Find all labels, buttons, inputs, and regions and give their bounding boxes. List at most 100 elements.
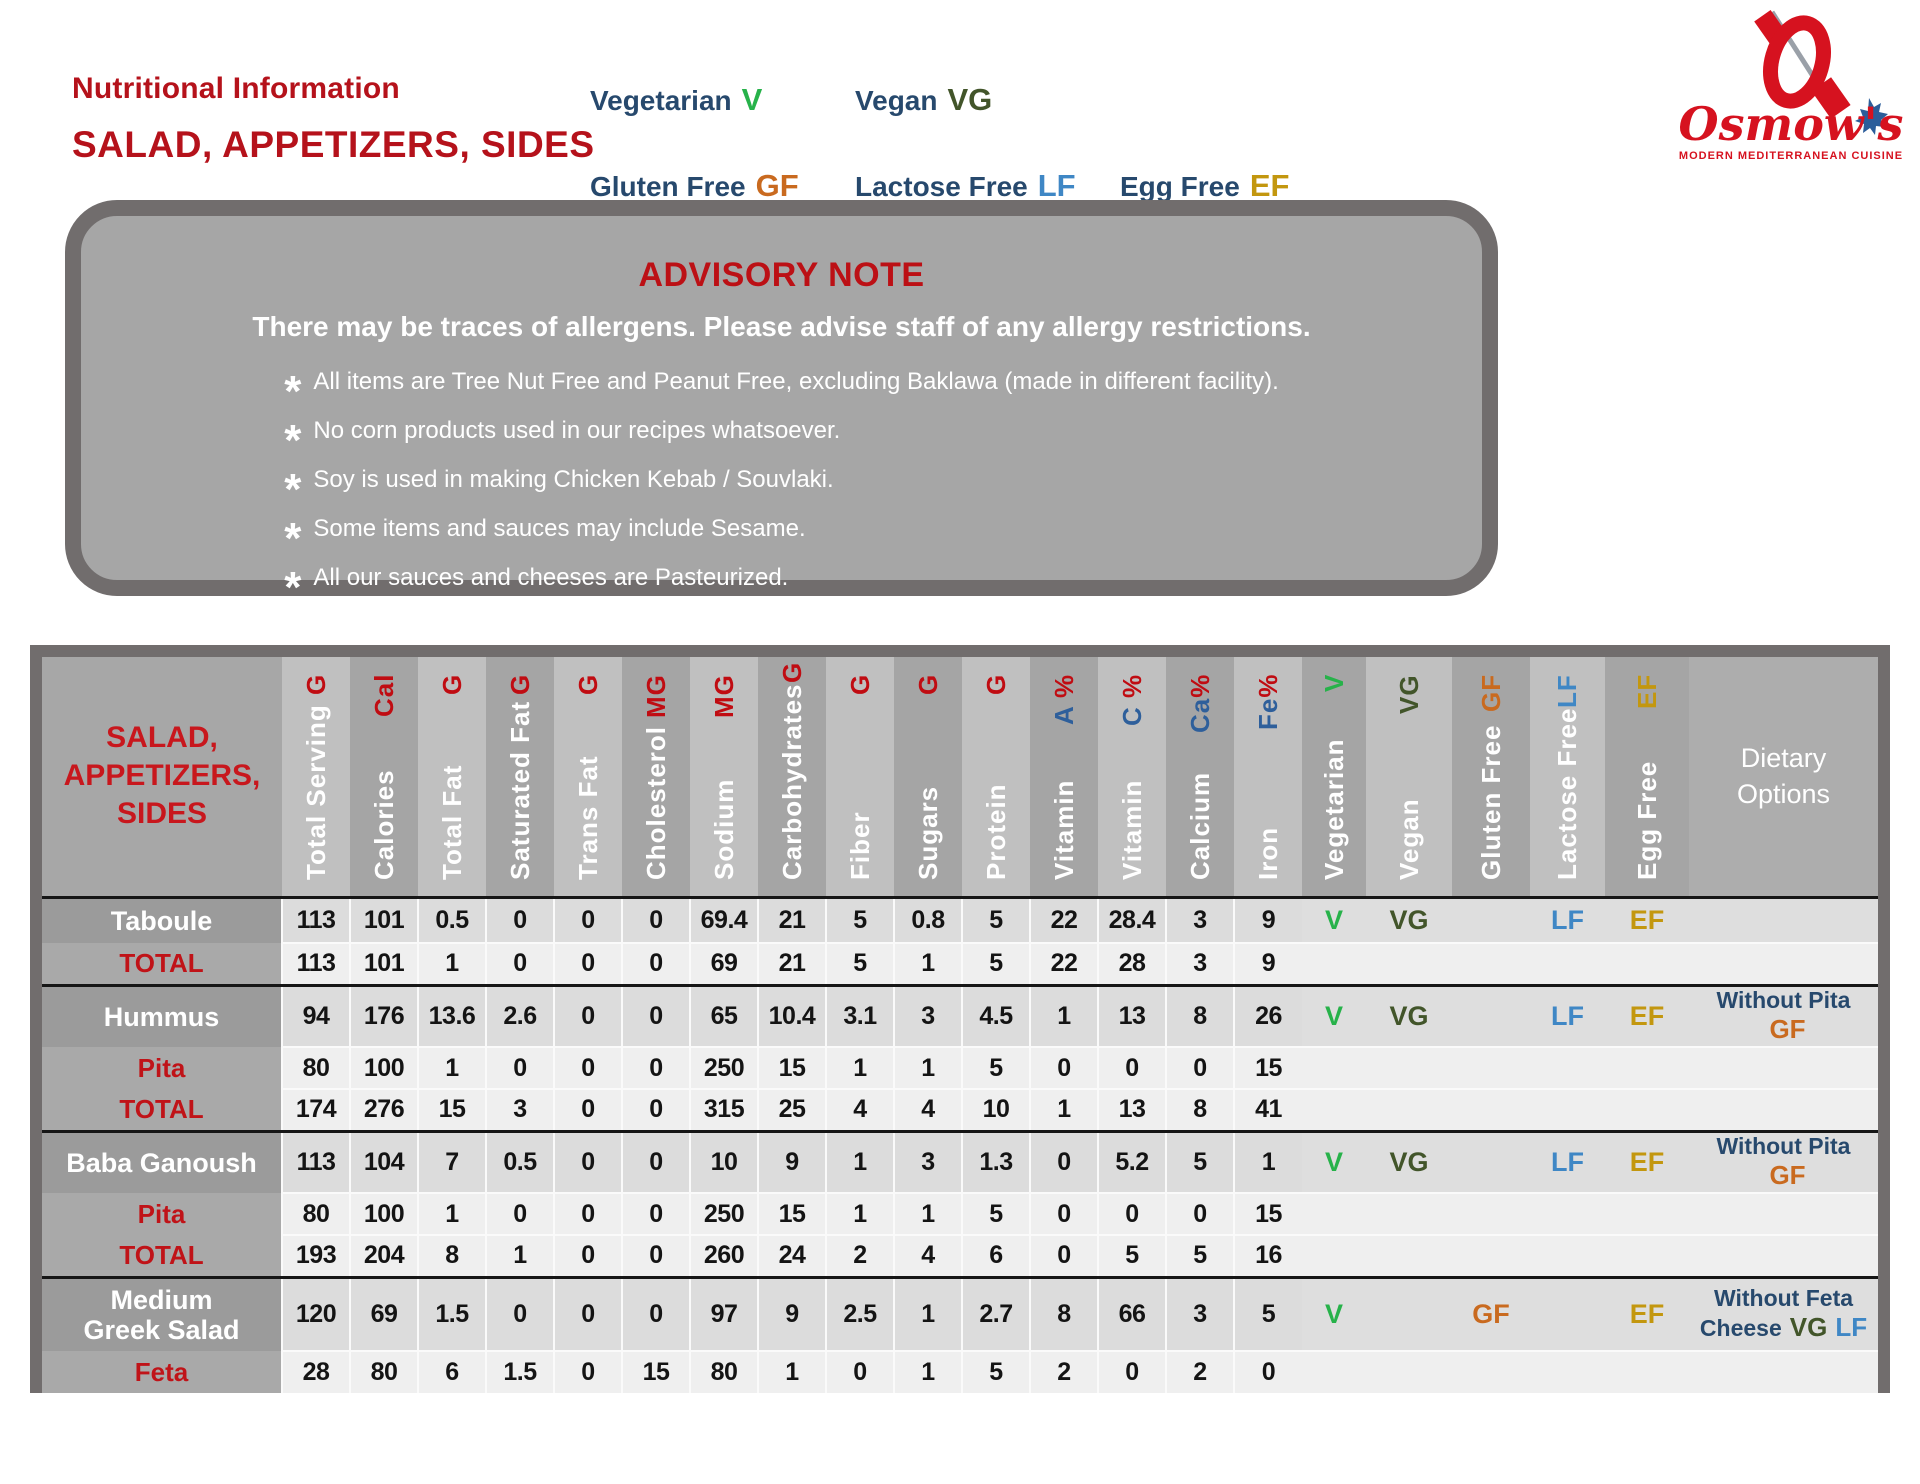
- value-cell-sugars: 4: [893, 1234, 962, 1277]
- value-cell-fiber: 4: [825, 1088, 894, 1131]
- advisory-bullet-text: All items are Tree Nut Free and Peanut F…: [313, 367, 1279, 395]
- advisory-bullets: * All items are Tree Nut Free and Peanut …: [284, 357, 1279, 610]
- column-header-calories: Calories Cal: [350, 657, 418, 899]
- value-cell-sodium: 97: [689, 1275, 758, 1351]
- flag-ef: EF: [1629, 1146, 1665, 1177]
- dietary-code-gf: GF: [1769, 1014, 1806, 1045]
- table-row-total: TOTAL 113 101 1 0 0 0 69 21 5 1 5 22 28 3 9: [42, 942, 1878, 985]
- value-cell-vitamin: 1: [1029, 1088, 1098, 1131]
- unit-percent: %: [1048, 673, 1079, 698]
- asterisk-icon: *: [284, 513, 302, 563]
- value-cell-sugars: 3: [893, 983, 962, 1047]
- advisory-bullet-1: * All items are Tree Nut Free and Peanut …: [284, 357, 1279, 414]
- flag-cell-ef: [1605, 1192, 1689, 1235]
- table-row-hummus: Hummus 94 176 13.6 2.6 0 0 65 10.4 3.1 3 4.5 1 13 8 26 V…: [42, 983, 1878, 1047]
- value-cell-cholesterol: 0: [621, 1088, 690, 1131]
- value-cell-total-fat: 8: [417, 1234, 486, 1277]
- column-unit: G: [912, 673, 943, 695]
- value-cell-trans-fat: 0: [553, 1088, 622, 1131]
- section-title: SALAD, APPETIZERS, SIDES: [72, 124, 595, 165]
- item-name-cell: TOTAL: [42, 1089, 282, 1131]
- item-name-cell: Taboule: [42, 895, 282, 943]
- value-cell-vitamin: 0: [1029, 1192, 1098, 1235]
- dietary-code-lf: LF: [1835, 1312, 1868, 1343]
- column-label: Calories: [368, 768, 399, 880]
- column-label: Egg Free: [1631, 760, 1662, 880]
- flag-v: V: [1324, 1146, 1343, 1177]
- value-cell-sodium: 250: [689, 1046, 758, 1089]
- value-cell-vitamin: 5: [1097, 1234, 1166, 1277]
- flag-cell-v: [1302, 1234, 1366, 1277]
- nutrition-table: SALAD, APPETIZERS, SIDES Total Serving G Calo…: [42, 657, 1878, 1393]
- flag-v: V: [1324, 904, 1343, 935]
- table-corner-title: SALAD, APPETIZERS, SIDES: [42, 657, 282, 899]
- advisory-bullet-text: Soy is used in making Chicken Kebab / So…: [313, 465, 834, 493]
- value-cell-total-serving: 113: [281, 942, 350, 985]
- flag-cell-vg: [1366, 1088, 1452, 1131]
- value-cell-calcium: 5: [1165, 1129, 1234, 1193]
- flag-cell-v: V: [1302, 1129, 1366, 1193]
- legend-code: GF: [755, 168, 799, 203]
- dietary-header-line: Dietary: [1740, 743, 1827, 774]
- value-cell-total-serving: 94: [281, 983, 350, 1047]
- column-unit: C %: [1117, 674, 1148, 726]
- item-name-cell: Medium Greek Salad: [42, 1275, 282, 1351]
- flag-cell-vg: [1366, 1192, 1452, 1235]
- table-row-total: TOTAL 174 276 15 3 0 0 315 25 4 4 10 1 13 8 41: [42, 1088, 1878, 1131]
- value-cell-total-serving: 113: [281, 895, 350, 943]
- column-unit: MG: [640, 673, 671, 718]
- corner-title-line: SIDES: [116, 797, 208, 831]
- flag-cell-lf: [1530, 1088, 1605, 1131]
- flag-cell-gf: [1452, 895, 1530, 943]
- dietary-text-line1: Without Feta: [1713, 1285, 1854, 1312]
- corner-title-line: APPETIZERS,: [63, 759, 261, 793]
- value-cell-vitamin: 8: [1029, 1275, 1098, 1351]
- legend-item-vegetarian: Vegetarian V: [590, 82, 855, 118]
- column-unit: G: [300, 673, 331, 695]
- column-unit: G: [776, 661, 807, 683]
- value-cell-fiber: 1: [825, 1046, 894, 1089]
- value-cell-iron: 16: [1233, 1234, 1302, 1277]
- flag-cell-gf: [1452, 1129, 1530, 1193]
- value-cell-protein: 4.5: [961, 983, 1030, 1047]
- advisory-bullet-text: No corn products used in our recipes wha…: [313, 416, 841, 444]
- dietary-text-line1: Without Pita: [1716, 987, 1851, 1014]
- value-cell-cholesterol: 15: [621, 1350, 690, 1393]
- value-cell-calories: 101: [349, 942, 418, 985]
- value-cell-vitamin: 0: [1029, 1129, 1098, 1193]
- flag-cell-ef: [1605, 1234, 1689, 1277]
- column-unit: G: [844, 673, 875, 695]
- dietary-options-cell: [1689, 942, 1878, 985]
- flag-vg: VG: [1389, 1000, 1429, 1031]
- value-cell-sodium: 10: [689, 1129, 758, 1193]
- column-label: Lactose Free: [1552, 707, 1582, 880]
- value-cell-protein: 10: [961, 1088, 1030, 1131]
- column-label: Sodium: [708, 778, 739, 880]
- column-unit: G: [504, 673, 535, 695]
- dietary-options-cell: [1689, 1234, 1878, 1277]
- flag-cell-gf: [1452, 1088, 1530, 1131]
- value-cell-carbohydrates: 24: [757, 1234, 826, 1277]
- value-cell-sugars: 3: [893, 1129, 962, 1193]
- value-cell-protein: 5: [961, 1046, 1030, 1089]
- column-label: Iron: [1252, 826, 1283, 880]
- value-cell-vitamin: 0: [1029, 1234, 1098, 1277]
- column-header-text: Vegetarian V: [1319, 660, 1350, 895]
- column-header-text: Protein G: [981, 660, 1012, 895]
- column-header-protein: Protein G: [962, 657, 1030, 899]
- dietary-options-cell: [1689, 895, 1878, 943]
- item-name-cell: Pita: [42, 1193, 282, 1235]
- dietary-code-vg: VG: [1789, 1312, 1828, 1343]
- value-cell-vitamin: 28: [1097, 942, 1166, 985]
- advisory-bullet-2: * No corn products used in our recipes wh…: [284, 406, 1278, 463]
- column-header-carbohydrates: Carbohydrates G: [758, 657, 826, 899]
- unit-percent: %: [1116, 673, 1147, 698]
- flag-cell-vg: [1366, 942, 1452, 985]
- value-cell-calcium: 0: [1165, 1046, 1234, 1089]
- value-cell-carbohydrates: 1: [757, 1350, 826, 1393]
- value-cell-saturated-fat: 0.5: [485, 1129, 554, 1193]
- value-cell-saturated-fat: 0: [485, 895, 554, 943]
- flag-cell-v: V: [1302, 983, 1366, 1047]
- flag-cell-lf: LF: [1530, 895, 1605, 943]
